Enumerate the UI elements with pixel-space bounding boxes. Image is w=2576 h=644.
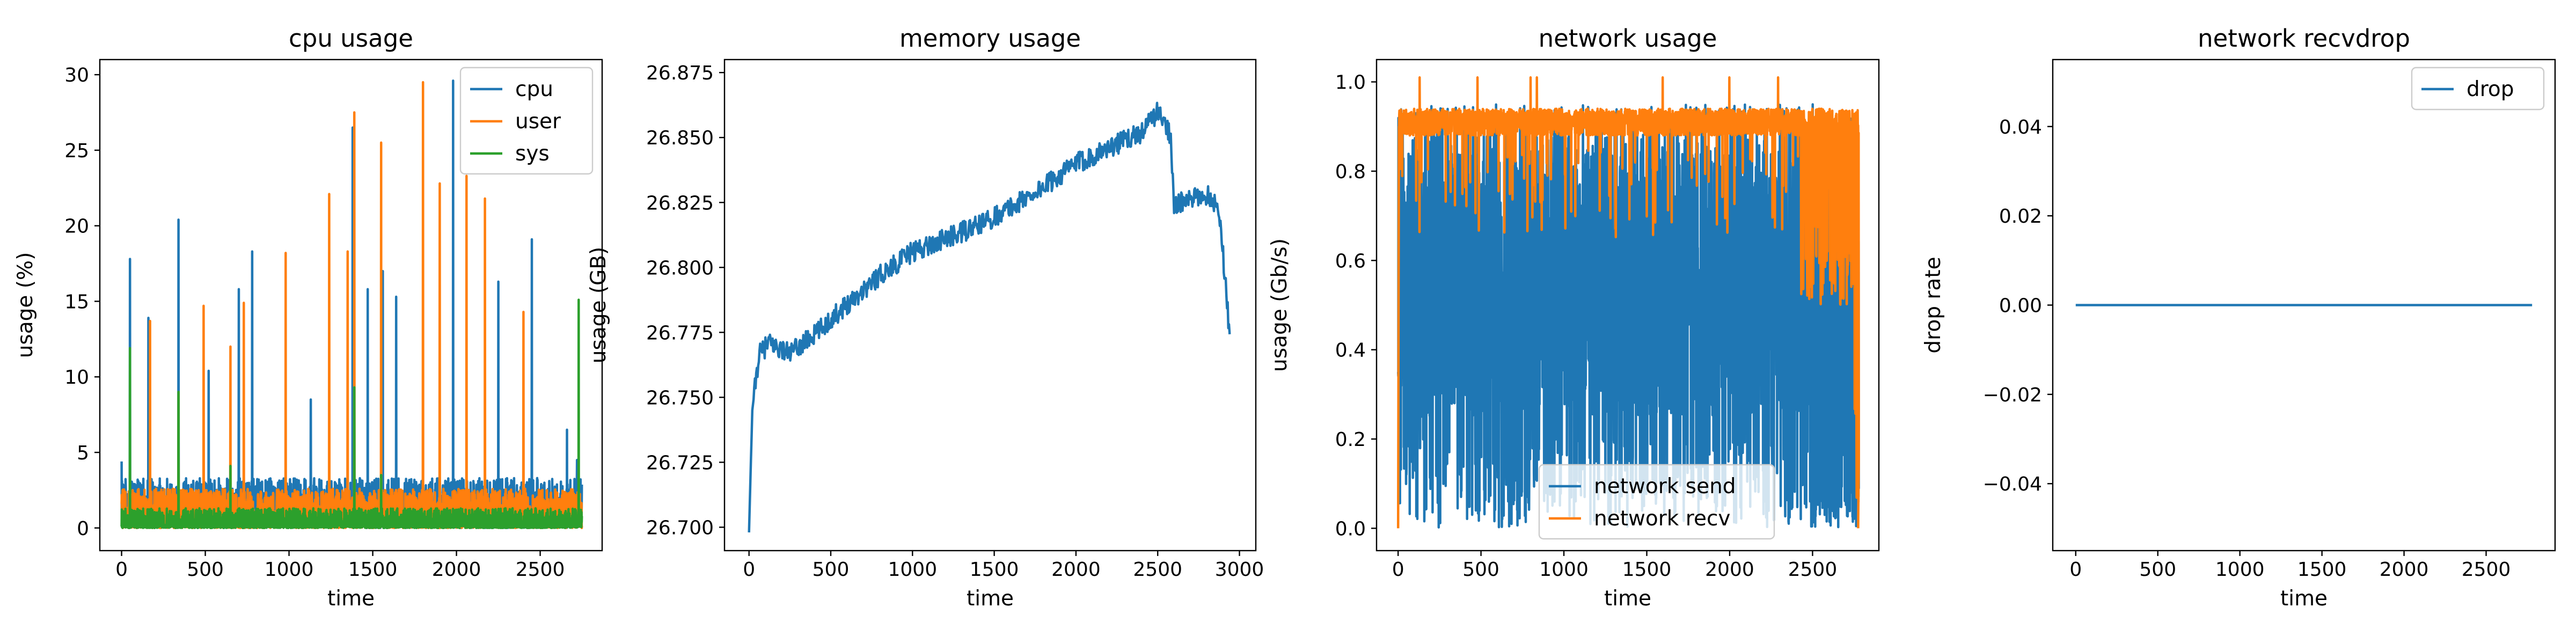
x-tick-label: 2000 (432, 559, 481, 581)
x-tick-label: 0 (2069, 559, 2082, 581)
plot-frame (99, 58, 603, 552)
y-axis-label: usage (GB) (587, 247, 611, 364)
y-tick-label: 0 (77, 518, 89, 540)
x-tick-label: 2500 (516, 559, 565, 581)
x-tick-label: 1500 (348, 559, 398, 581)
plot-frame (723, 58, 1257, 552)
x-tick-label: 0 (743, 559, 755, 581)
y-tick-label: 26.875 (646, 62, 714, 84)
memory-usage-chart: 0 500 1000 1500 2000 2500 3000 26.700 26.725 26.7… (587, 24, 1264, 611)
y-tick-label: 26.725 (646, 452, 714, 474)
y-axis-label: usage (%) (13, 252, 38, 358)
series-line-sys (120, 298, 583, 530)
series-line-network-recv (1396, 76, 1860, 529)
x-tick-label: 2000 (2380, 559, 2429, 581)
x-tick-label: 2500 (1788, 559, 1838, 581)
x-axis-label: time (327, 587, 375, 611)
legend-label: network send (1594, 474, 1736, 499)
x-tick-label: 2000 (1705, 559, 1754, 581)
y-tick-label: 26.825 (646, 192, 714, 214)
x-tick-label: 1500 (970, 559, 1019, 581)
y-tick-label: 5 (77, 442, 89, 464)
y-tick-label: 26.775 (646, 322, 714, 344)
cpu-usage-chart: 0 500 1000 1500 2000 2500 0 5 10 15 20 25 30 cpu usag… (13, 24, 603, 611)
y-tick-label: 0.8 (1335, 161, 1366, 183)
x-tick-label: 500 (1462, 559, 1499, 581)
y-tick-label: 1.0 (1335, 72, 1366, 94)
y-tick-label: 15 (64, 291, 89, 313)
x-tick-label: 1000 (1539, 559, 1589, 581)
x-tick-label: 0 (1392, 559, 1404, 581)
y-tick-label: 26.800 (646, 257, 714, 279)
y-tick-label: 0.4 (1335, 340, 1366, 362)
network-recvdrop-chart: 0 500 1000 1500 2000 2500 −0.04 −0.02 0.00 0.02 0.… (1921, 24, 2556, 611)
legend-label: user (515, 109, 561, 134)
legend-label: drop (2467, 77, 2514, 101)
x-tick-label: 3000 (1215, 559, 1264, 581)
y-tick-label: 0.00 (1999, 295, 2042, 317)
x-tick-label: 2000 (1051, 559, 1101, 581)
x-tick-label: 1000 (2215, 559, 2265, 581)
x-tick-label: 1500 (1622, 559, 1672, 581)
x-axis-label: time (2280, 587, 2328, 611)
series-line-memory (748, 101, 1231, 533)
x-tick-label: 1500 (2297, 559, 2347, 581)
y-tick-label: 0.2 (1335, 429, 1366, 451)
plot-area (1396, 76, 1860, 529)
y-tick-label: 30 (64, 64, 89, 86)
y-tick-label: 26.750 (646, 387, 714, 409)
x-axis-label: time (1604, 587, 1651, 611)
legend-box (1538, 464, 1775, 540)
x-tick-label: 1000 (265, 559, 314, 581)
x-tick-label: 0 (115, 559, 128, 581)
legend-box (459, 67, 594, 175)
plot-frame (1375, 58, 1880, 552)
y-tick-label: 0.04 (1999, 116, 2042, 138)
y-tick-label: −0.02 (1983, 384, 2042, 406)
plot-frame (2052, 58, 2556, 552)
plot-area (120, 79, 583, 530)
y-tick-label: 25 (64, 140, 89, 162)
chart-title: network usage (1539, 24, 1717, 53)
y-axis-label: drop rate (1921, 257, 1945, 353)
x-tick-label: 2500 (1133, 559, 1182, 581)
y-tick-label: −0.04 (1983, 473, 2042, 495)
y-tick-label: 20 (64, 216, 89, 238)
chart-title: network recvdrop (2198, 24, 2410, 53)
legend-label: cpu (515, 77, 553, 101)
chart-title: memory usage (899, 24, 1081, 53)
x-tick-label: 1000 (888, 559, 937, 581)
y-tick-label: 10 (64, 367, 89, 389)
chart-panels: 0 500 1000 1500 2000 2500 0 5 10 15 20 25 30 cpu usag… (13, 24, 2556, 611)
x-tick-label: 500 (813, 559, 850, 581)
legend-label: network recv (1594, 507, 1730, 531)
legend-label: sys (515, 142, 550, 166)
y-tick-label: 26.700 (646, 517, 714, 539)
x-axis-label: time (967, 587, 1014, 611)
legend-box (2411, 67, 2545, 111)
x-tick-label: 2500 (2462, 559, 2511, 581)
x-tick-label: 500 (187, 559, 224, 581)
y-tick-label: 0.02 (1999, 206, 2042, 228)
chart-title: cpu usage (289, 24, 413, 53)
y-tick-label: 0.0 (1335, 518, 1366, 540)
x-tick-label: 500 (2139, 559, 2176, 581)
y-tick-label: 0.6 (1335, 250, 1366, 272)
y-tick-label: 26.850 (646, 127, 714, 149)
network-usage-chart: 0 500 1000 1500 2000 2500 0.0 0.2 0.4 0.6 0.8 1.0 ne… (1268, 24, 1880, 611)
y-axis-label: usage (Gb/s) (1268, 238, 1292, 372)
